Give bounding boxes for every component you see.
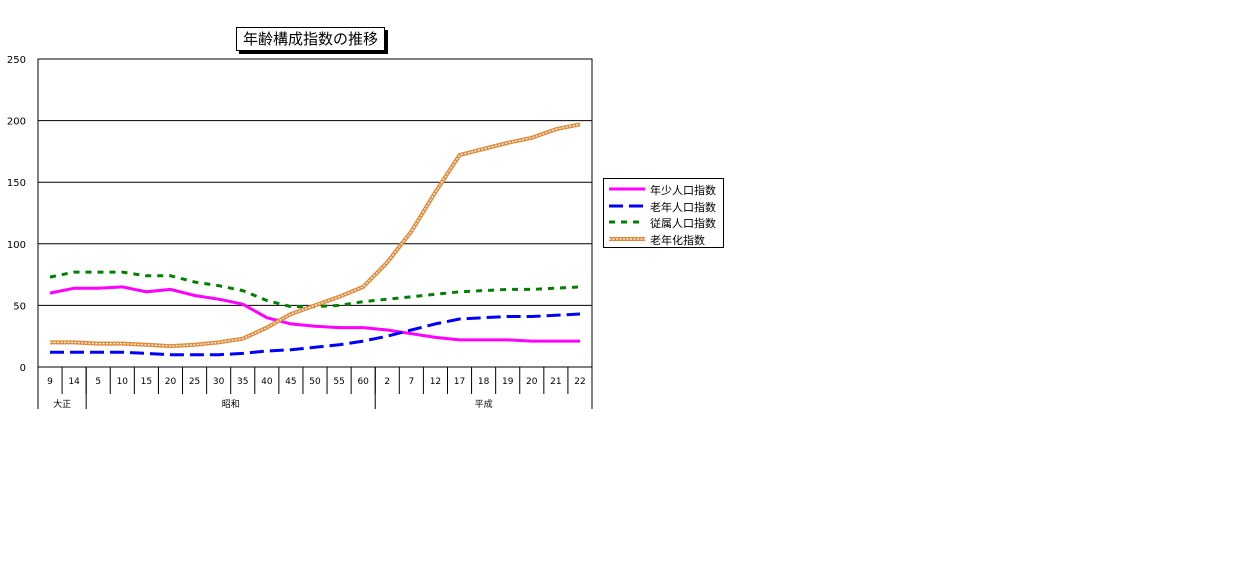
legend-swatch bbox=[609, 187, 645, 191]
legend-label: 老年化指数 bbox=[650, 233, 705, 247]
x-tick-label: 18 bbox=[478, 377, 490, 387]
x-tick-label: 20 bbox=[165, 377, 177, 387]
x-tick-label: 30 bbox=[213, 377, 225, 387]
legend: 年少人口指数 老年人口指数 従属人口指数 老年化指数 bbox=[603, 178, 724, 248]
series-line-2 bbox=[50, 312, 581, 357]
x-tick-label: 21 bbox=[550, 377, 561, 387]
y-tick-label: 50 bbox=[13, 301, 26, 312]
x-tick-label: 45 bbox=[285, 377, 296, 387]
legend-item: 年少人口指数 bbox=[604, 181, 723, 197]
x-tick-label: 25 bbox=[189, 377, 200, 387]
x-tick-label: 10 bbox=[117, 377, 129, 387]
y-tick-label: 250 bbox=[7, 55, 26, 66]
x-tick-label: 40 bbox=[261, 377, 273, 387]
x-tick-label: 12 bbox=[430, 377, 441, 387]
legend-swatch bbox=[609, 204, 645, 207]
x-tick-label: 35 bbox=[237, 377, 248, 387]
x-tick-label: 14 bbox=[68, 377, 80, 387]
x-tick-label: 9 bbox=[47, 377, 53, 387]
x-tick-label: 7 bbox=[408, 377, 414, 387]
series-line-1 bbox=[49, 285, 580, 343]
legend-label: 従属人口指数 bbox=[650, 217, 716, 230]
legend-item: 老年人口指数 bbox=[604, 198, 723, 214]
series-line-4-pattern bbox=[50, 123, 581, 347]
chart-title: 年齢構成指数の推移 bbox=[236, 27, 385, 51]
legend-label: 老年人口指数 bbox=[650, 200, 716, 214]
y-tick-label: 200 bbox=[7, 117, 26, 128]
era-label: 昭和 bbox=[222, 399, 240, 410]
x-tick-label: 15 bbox=[141, 377, 152, 387]
plot-area bbox=[37, 58, 593, 368]
legend-swatch bbox=[609, 236, 645, 241]
x-tick-label: 2 bbox=[384, 377, 390, 387]
era-label: 平成 bbox=[475, 398, 493, 410]
y-tick-label: 0 bbox=[20, 363, 26, 374]
legend-label: 年少人口指数 bbox=[650, 184, 716, 197]
x-tick-label: 22 bbox=[574, 377, 585, 387]
legend-item: 従属人口指数 bbox=[604, 214, 723, 230]
legend-swatch bbox=[609, 220, 645, 224]
x-tick-label: 55 bbox=[333, 377, 344, 387]
y-tick-label: 150 bbox=[7, 178, 26, 189]
x-tick-label: 5 bbox=[95, 377, 101, 387]
x-tick-label: 20 bbox=[526, 377, 538, 387]
era-label: 大正 bbox=[53, 398, 71, 410]
x-tick-label: 50 bbox=[309, 377, 321, 387]
x-tick-label: 60 bbox=[357, 377, 369, 387]
legend-item: 老年化指数 bbox=[604, 231, 723, 247]
x-tick-label: 17 bbox=[454, 377, 465, 387]
y-tick-label: 100 bbox=[7, 240, 26, 251]
x-tick-label: 19 bbox=[502, 377, 514, 387]
series-line-3 bbox=[49, 270, 581, 309]
